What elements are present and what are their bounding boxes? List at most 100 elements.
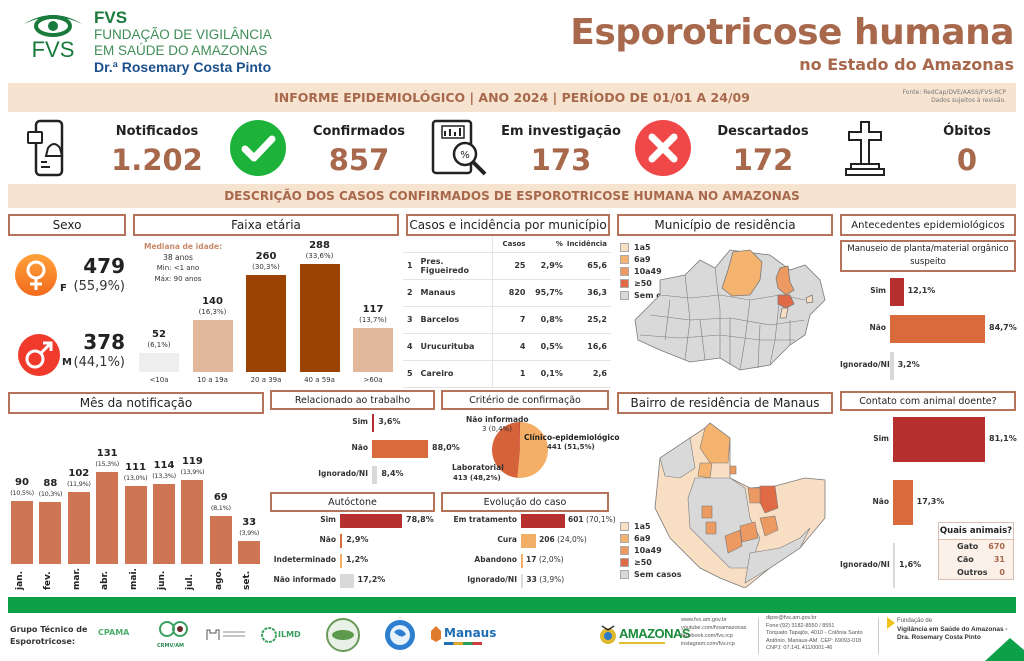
month-bar-value: 131 xyxy=(96,448,118,459)
legend-item: ≥50 xyxy=(620,556,681,568)
web-link: instagram.com/fvs.rcp xyxy=(681,641,735,647)
fvs-eye-logo-icon: FVS xyxy=(24,15,82,60)
partner-logo-fiocruz-icon xyxy=(206,629,245,640)
panel-title-municipio-map: Município de residência xyxy=(617,214,833,236)
age-bar-value: 52 xyxy=(152,328,166,340)
partner-logo-ilmd: ILMD xyxy=(278,630,301,639)
rank: 2 xyxy=(403,279,417,307)
kpi-descartados-value: 172 xyxy=(732,143,794,177)
legend-swatch xyxy=(620,545,629,555)
animal-label: Outros xyxy=(957,568,988,577)
month-bar-pct: (8,1%) xyxy=(210,503,231,512)
hbar-value: 17,2% xyxy=(357,575,386,584)
legend-swatch xyxy=(620,290,629,300)
month-bar xyxy=(181,480,204,564)
contact-line: CNPJ: 07.141.411/0001-46 xyxy=(766,645,833,651)
female-symbol-icon xyxy=(15,254,57,296)
month-tick-label: set. xyxy=(242,570,253,590)
hbar-count: 206 xyxy=(539,535,555,544)
partner-logo-ilmd-icon xyxy=(261,627,277,643)
corner-triangle-icon xyxy=(985,638,1024,661)
svg-text:%: % xyxy=(460,150,470,161)
table-row: 5 Careiro 1 0,1% 2,6 xyxy=(403,360,611,388)
rank: 1 xyxy=(403,252,417,280)
table-row: 3 Barcelos 7 0,8% 25,2 xyxy=(403,306,611,334)
legend-label: Sem casos xyxy=(634,569,682,579)
age-bar xyxy=(299,264,340,372)
hbar xyxy=(890,278,904,306)
page-subtitle: no Estado do Amazonas xyxy=(799,55,1014,74)
month-bar-pct: (13,0%) xyxy=(123,474,148,483)
hbar xyxy=(521,514,565,528)
female-pct: (55,9%) xyxy=(73,279,125,294)
map-region-50plus xyxy=(777,294,795,309)
hbar-label: Abandono xyxy=(474,555,517,564)
hbar-label: Cura xyxy=(497,535,517,544)
amazonas-state-crest-icon xyxy=(600,625,616,644)
panel-title-contato-animal: Contato com animal doente? xyxy=(840,391,1016,411)
section-band: DESCRIÇÃO DOS CASOS CONFIRMADOS DE ESPOR… xyxy=(8,184,1016,208)
municipio-name: Manaus xyxy=(416,279,493,307)
month-bar xyxy=(39,502,62,564)
logo-text: FVS xyxy=(32,37,75,60)
partner-logo-seal-icon xyxy=(326,618,360,652)
hbar xyxy=(521,574,524,588)
month-bar xyxy=(67,492,90,564)
age-tick-label: 10 a 19a xyxy=(197,376,228,384)
rank: 5 xyxy=(403,360,417,388)
legend-swatch xyxy=(620,254,629,264)
hbar-label: Ignorado/NI xyxy=(318,469,368,478)
median-heading: Mediana de idade: xyxy=(144,242,223,251)
evolucao-chart: Em tratamento 601 (70,1%) Cura 206 (24,0%) A… xyxy=(441,513,616,593)
map-region-1a5 xyxy=(805,294,814,304)
contact-info: dipre@fvs.am.gov.br Fone:(92) 3182-8550 /… xyxy=(766,615,863,653)
municipio-map-legend: 1a5 6a9 10a49 ≥50 Sem casos xyxy=(620,241,681,301)
month-bar-pct: (10,5%) xyxy=(10,488,34,497)
grupo-tecnico-label: Grupo Técnico de Esporotricose: xyxy=(10,624,87,648)
hbar xyxy=(340,534,343,548)
grupo-label-1: Grupo Técnico de xyxy=(10,625,88,634)
month-bar-value: 90 xyxy=(15,476,29,488)
legend-label: 1a5 xyxy=(634,521,651,531)
hbar xyxy=(340,514,402,528)
hbar-pct: (2,0%) xyxy=(538,555,564,564)
month-bar xyxy=(124,486,147,564)
grupo-label-2: Esporotricose: xyxy=(10,637,76,646)
kpi-notificados-value: 1.202 xyxy=(111,143,203,177)
org-short-name: FVS xyxy=(94,8,128,27)
month-bar xyxy=(153,483,175,564)
info-band: INFORME EPIDEMIOLÓGICO | ANO 2024 | PERÍ… xyxy=(8,83,1016,112)
footer-divider xyxy=(878,618,879,654)
legend-item: 1a5 xyxy=(620,520,681,532)
kpi-confirmados-value: 857 xyxy=(328,143,390,177)
incidencia: 36,3 xyxy=(566,279,611,307)
female-count: 479 xyxy=(83,254,125,278)
month-bar-value: 88 xyxy=(43,478,58,490)
month-bar-pct: (13,9%) xyxy=(180,468,205,477)
legend-item: 6a9 xyxy=(620,253,681,265)
animal-row: Cão 31 xyxy=(939,553,1013,566)
month-bar-pct: (3,9%) xyxy=(239,528,260,537)
hbar xyxy=(890,352,894,380)
month-tick-label: mar. xyxy=(71,567,82,590)
hbar-count: 17 xyxy=(526,555,537,564)
hbar-pct: (3,9%) xyxy=(539,575,565,584)
incidencia: 16,6 xyxy=(566,333,611,361)
animal-row: Outros 0 xyxy=(939,566,1013,579)
month-tick-label: jan. xyxy=(15,571,25,590)
panel-title-sexo: Sexo xyxy=(8,214,126,236)
month-tick-label: mai. xyxy=(128,568,139,590)
median-value: 38 anos xyxy=(163,253,193,262)
municipio-table: Casos % Incidência 1 Pres. Figueiredo 25 2,… xyxy=(403,236,611,388)
kpi-confirmados-label: Confirmados xyxy=(312,124,406,139)
legend-item: 10a49 xyxy=(620,544,681,556)
pct: 95,7% xyxy=(529,279,567,307)
org-name-line2: EM SAÚDE DO AMAZONAS xyxy=(94,43,268,58)
hbar-pct: (70,1%) xyxy=(586,515,616,524)
hbar-value-group: 33 (3,9%) xyxy=(526,575,564,584)
hbar-label: Não xyxy=(319,535,337,544)
hbar-value: 84,7% xyxy=(989,323,1017,332)
month-bar-pct: (10,3%) xyxy=(38,490,63,499)
col-municipio xyxy=(416,236,493,253)
age-tick-label: <10a xyxy=(149,376,169,384)
